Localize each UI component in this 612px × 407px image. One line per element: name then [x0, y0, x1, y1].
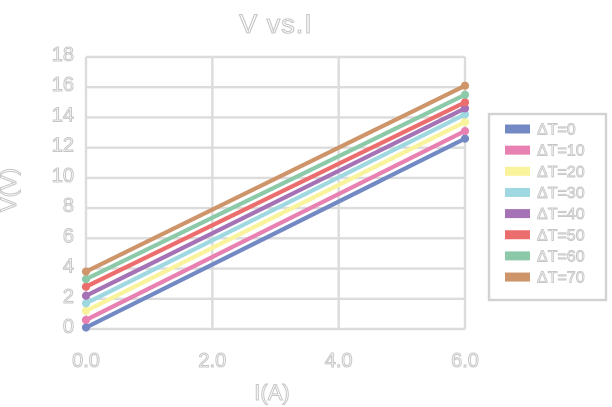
legend-swatch — [505, 166, 530, 176]
legend-item-ΔT=70: ΔT=70 — [505, 269, 585, 287]
legend-item-ΔT=60: ΔT=60 — [505, 248, 585, 266]
series-line-ΔT=60 — [83, 92, 468, 282]
series-line-ΔT=40 — [83, 106, 468, 298]
y-tick-label: 12 — [52, 135, 74, 157]
legend-label: ΔT=50 — [537, 227, 585, 244]
chart-title: V vs.I — [239, 9, 313, 39]
y-tick-label: 16 — [52, 74, 74, 96]
y-tick-label: 8 — [63, 195, 74, 217]
legend-swatch — [505, 230, 530, 240]
y-axis-title: V(V) — [0, 168, 21, 212]
x-tick-label: 0.0 — [72, 350, 100, 372]
series-marker-ΔT=40 — [460, 104, 470, 113]
series-marker-ΔT=40 — [81, 291, 91, 300]
legend-item-ΔT=40: ΔT=40 — [505, 206, 585, 224]
series-marker-ΔT=0 — [81, 323, 91, 332]
legend-label: ΔT=20 — [537, 164, 585, 181]
series-marker-ΔT=30 — [81, 299, 91, 308]
legend-item-ΔT=20: ΔT=20 — [505, 163, 585, 181]
series-marker-ΔT=70 — [460, 81, 470, 90]
series-line-ΔT=50 — [83, 100, 468, 289]
y-tick-label: 18 — [52, 44, 74, 66]
legend-label: ΔT=0 — [537, 122, 576, 139]
series-marker-ΔT=60 — [81, 275, 91, 284]
series-line-ΔT=10 — [83, 128, 468, 323]
legend-swatch — [505, 251, 530, 261]
series-marker-ΔT=10 — [460, 126, 470, 136]
series-marker-ΔT=30 — [460, 110, 470, 119]
y-tick-label: 14 — [52, 104, 74, 126]
series-marker-ΔT=70 — [81, 267, 91, 276]
series-marker-ΔT=20 — [460, 117, 470, 127]
legend-item-ΔT=0: ΔT=0 — [505, 121, 576, 139]
series-line-ΔT=70 — [83, 83, 468, 274]
y-tick-label: 2 — [63, 286, 74, 308]
legend-swatch — [505, 124, 530, 134]
legend-label: ΔT=30 — [537, 185, 585, 202]
series-marker-ΔT=50 — [460, 98, 470, 107]
series-line-ΔT=30 — [83, 112, 468, 306]
legend-item-ΔT=50: ΔT=50 — [505, 227, 585, 245]
legend-item-ΔT=10: ΔT=10 — [505, 142, 585, 160]
series-line-ΔT=0 — [83, 136, 468, 330]
legend-label: ΔT=40 — [537, 206, 585, 223]
legend-label: ΔT=10 — [537, 143, 585, 160]
legend-box — [487, 112, 608, 302]
y-tick-label: 10 — [52, 165, 74, 187]
series-marker-ΔT=60 — [460, 90, 470, 99]
x-tick-label: 4.0 — [325, 350, 353, 372]
series-marker-ΔT=20 — [81, 306, 91, 315]
x-tick-label: 2.0 — [198, 350, 226, 372]
x-axis-title: I(A) — [254, 380, 289, 405]
series-marker-ΔT=10 — [81, 315, 91, 325]
series-marker-ΔT=50 — [81, 282, 91, 291]
legend-swatch — [505, 272, 530, 282]
y-tick-label: 6 — [63, 225, 74, 247]
legend-label: ΔT=60 — [537, 248, 585, 265]
legend: ΔT=0 ΔT=10 ΔT=20 ΔT=30 ΔT=40 ΔT=50 ΔT=60 ΔT=70 — [487, 112, 608, 302]
series-line-ΔT=20 — [83, 119, 468, 313]
series-layer — [81, 81, 470, 332]
y-tick-label: 0 — [63, 316, 74, 338]
legend-swatch — [505, 145, 530, 155]
y-tick-label: 4 — [63, 256, 74, 278]
legend-label: ΔT=70 — [537, 270, 585, 287]
legend-swatch — [505, 187, 530, 197]
x-tick-label: 6.0 — [451, 350, 479, 372]
tick-label-layer: 0 2 4 6 8 10 12 14 16 18 0.0 2.0 4.0 6.0 — [51, 44, 479, 373]
series-marker-ΔT=0 — [460, 134, 470, 143]
legend-item-ΔT=30: ΔT=30 — [505, 184, 585, 202]
legend-swatch — [505, 209, 530, 219]
